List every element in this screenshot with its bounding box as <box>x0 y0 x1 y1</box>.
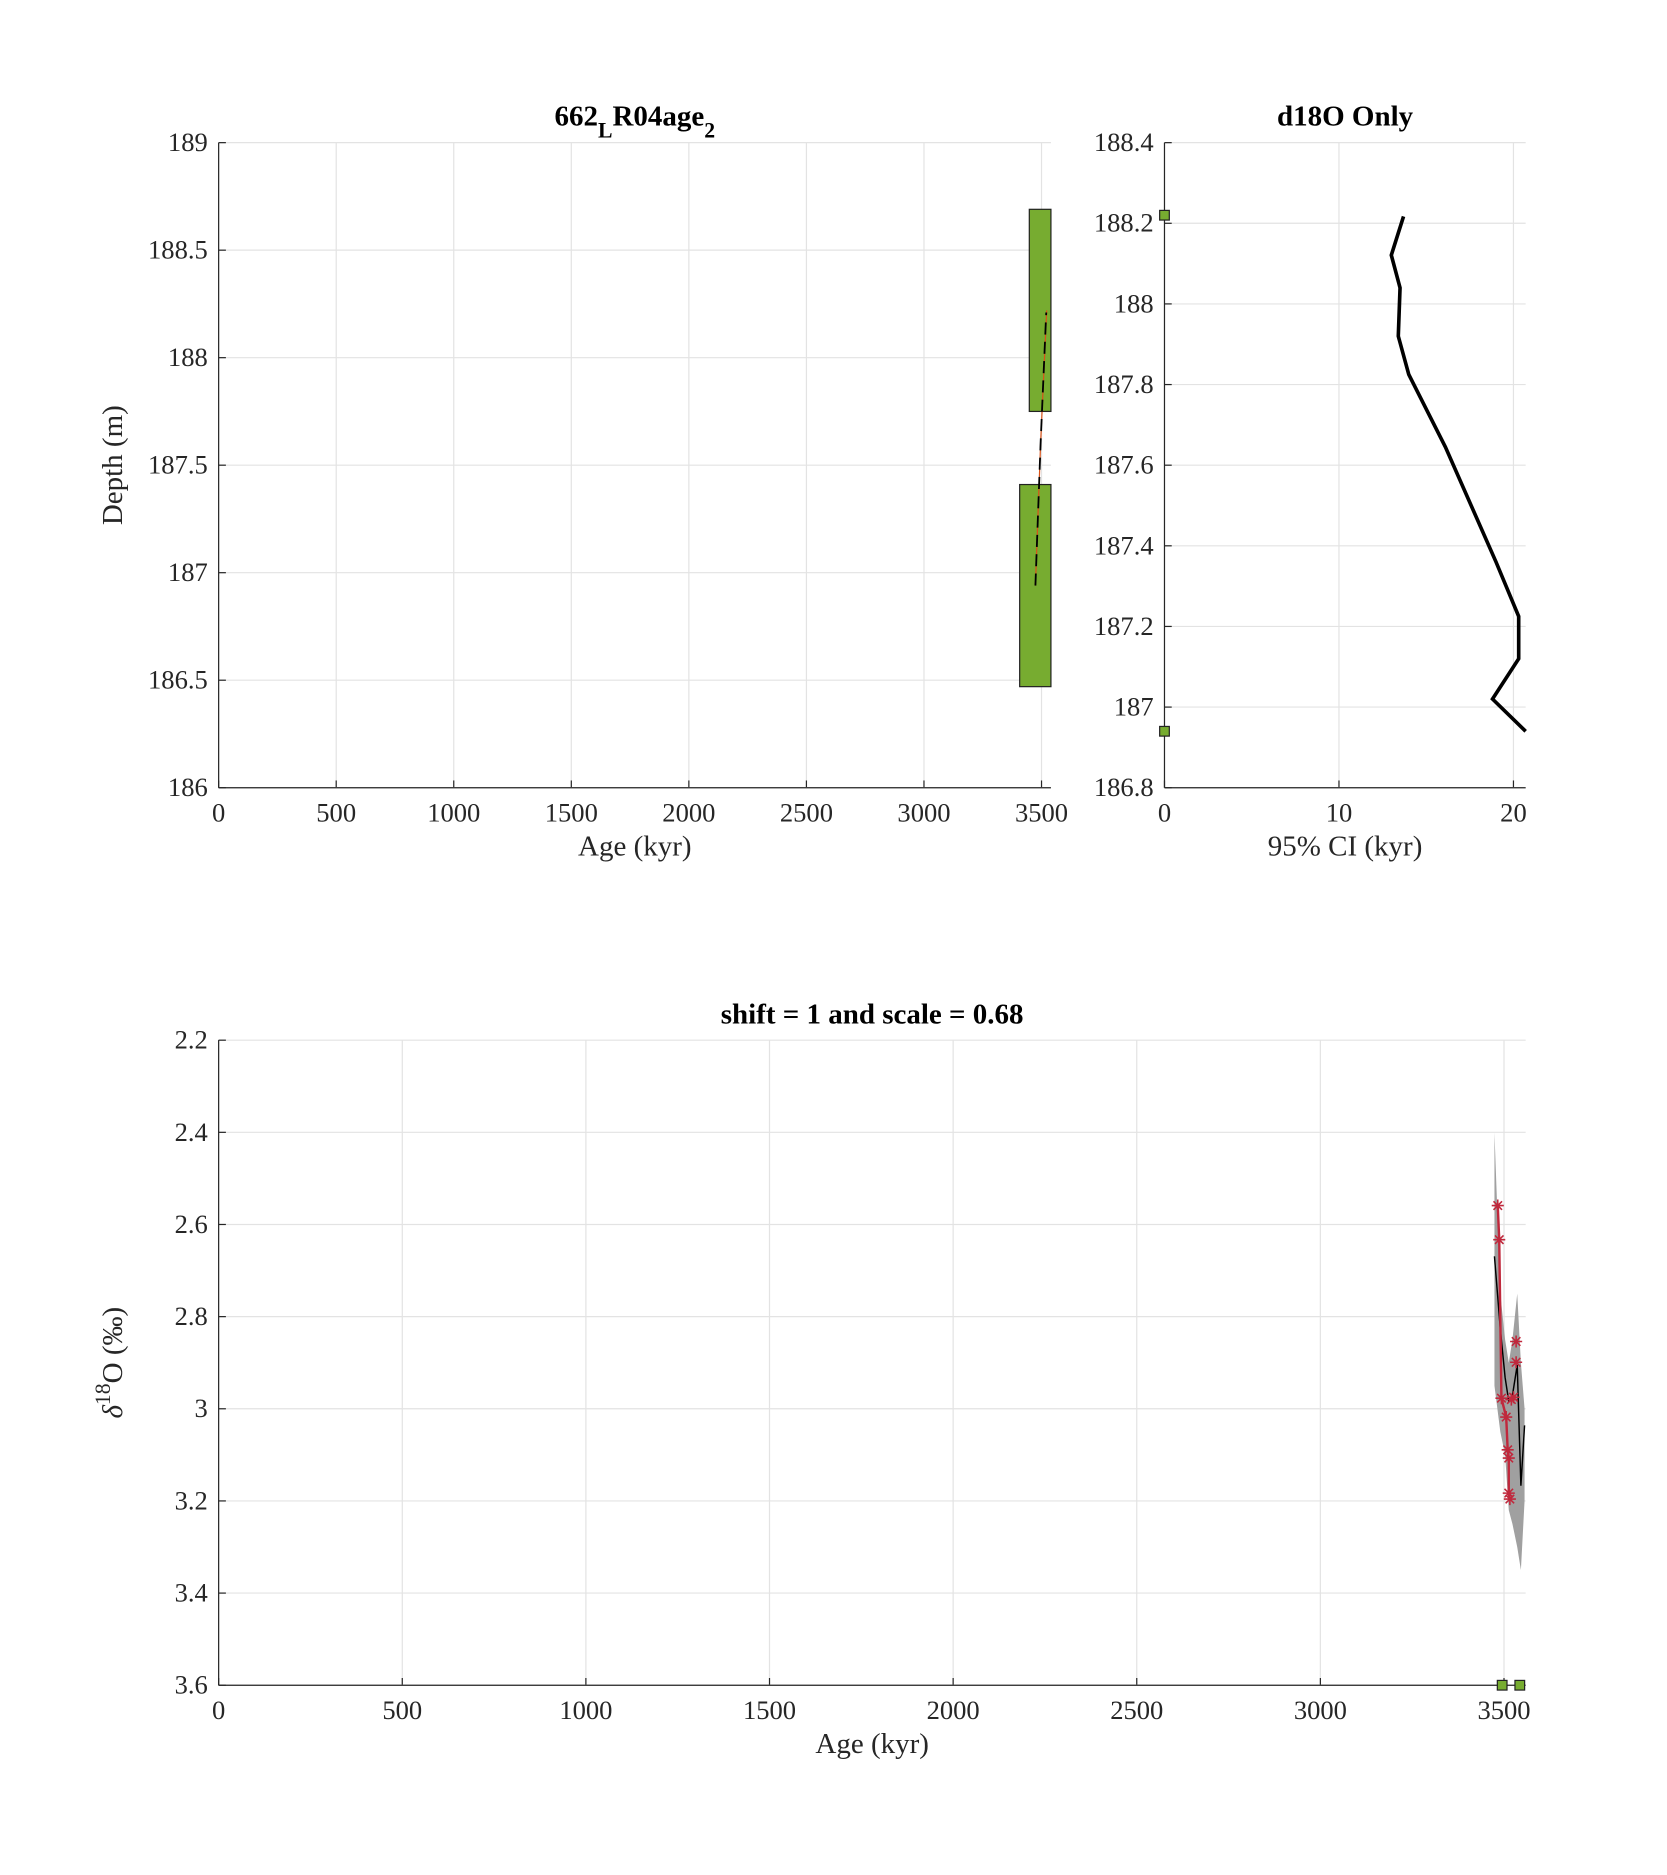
y-tick-label: 187.5 <box>148 450 208 480</box>
x-axis-label: Age (kyr) <box>815 1728 928 1760</box>
text-part: 662 <box>554 101 597 133</box>
y-tick-label: 186.8 <box>1094 772 1154 802</box>
data-line <box>1034 312 1048 586</box>
text-part: δ <box>97 1405 129 1419</box>
y-tick-label: 3.2 <box>175 1485 208 1515</box>
marker <box>1491 1199 1504 1212</box>
chart-title: 662LR04age2 <box>554 101 715 143</box>
text-part: Depth (m) <box>97 405 129 525</box>
y-tick-label: 186 <box>168 772 208 802</box>
y-tick-label: 187 <box>168 557 208 587</box>
marker <box>1159 209 1170 221</box>
text-part: 2 <box>704 119 715 143</box>
chart-title: d18O Only <box>1277 101 1414 133</box>
marker <box>1514 1679 1526 1691</box>
y-axis-label: Depth (m) <box>97 405 129 525</box>
x-tick-label: 1000 <box>427 798 480 828</box>
y-tick-label: 2.2 <box>175 1025 208 1055</box>
y-tick-label: 187.6 <box>1094 450 1154 480</box>
y-tick-label: 188.2 <box>1094 208 1154 238</box>
y-tick-label: 3.4 <box>175 1578 208 1608</box>
y-tick-label: 188.5 <box>148 235 208 265</box>
text-part: 18 <box>91 1383 115 1405</box>
x-tick-label: 1000 <box>559 1695 612 1725</box>
marker <box>1503 1493 1516 1506</box>
y-tick-label: 3.6 <box>175 1670 208 1700</box>
marker <box>1507 1391 1520 1404</box>
marker <box>1502 1487 1515 1500</box>
y-tick-label: 2.6 <box>175 1209 208 1239</box>
x-tick-label: 2000 <box>927 1695 980 1725</box>
x-tick-label: 500 <box>316 798 356 828</box>
marker <box>1159 725 1170 737</box>
y-tick-label: 187.8 <box>1094 369 1154 399</box>
age-range <box>1028 208 1052 413</box>
confidence-band <box>1494 1132 1525 1571</box>
x-tick-label: 10 <box>1326 798 1353 828</box>
marker <box>1510 1356 1523 1369</box>
x-tick-label: 2500 <box>780 798 833 828</box>
y-tick-label: 188 <box>168 342 208 372</box>
x-tick-label: 0 <box>212 798 225 828</box>
text-part: d18O Only <box>1277 101 1414 133</box>
x-axis-label: Age (kyr) <box>578 830 691 862</box>
age-range <box>1019 483 1052 688</box>
x-axis-label: 95% CI (kyr) <box>1268 830 1423 862</box>
y-tick-label: 187.4 <box>1094 530 1154 560</box>
y-tick-label: 188 <box>1114 288 1154 318</box>
x-tick-label: 1500 <box>743 1695 796 1725</box>
marker <box>1495 1392 1508 1405</box>
y-tick-label: 3 <box>194 1393 207 1423</box>
marker <box>1501 1443 1514 1456</box>
x-tick-label: 3000 <box>897 798 950 828</box>
text-part: L <box>598 119 613 143</box>
x-tick-label: 20 <box>1500 798 1527 828</box>
marker <box>1493 1233 1506 1246</box>
text-part: O (‰) <box>97 1307 129 1383</box>
axes: 0 500 1000 1500 2000 2500 3000 3500 2.2 2.4 2.6 2.8… <box>175 1025 1531 1725</box>
marker <box>1500 1411 1513 1424</box>
axes: 0 10 20 186.8 187 187.2 187.4 187.6 187.8 188 188.… <box>1094 127 1527 827</box>
x-tick-label: 2500 <box>1110 1695 1163 1725</box>
x-tick-label: 500 <box>382 1695 422 1725</box>
y-tick-label: 186.5 <box>148 665 208 695</box>
x-tick-label: 1500 <box>545 798 598 828</box>
text-part: Age (kyr) <box>578 830 691 862</box>
text-part: 95% CI (kyr) <box>1268 830 1423 862</box>
x-tick-label: 2000 <box>662 798 715 828</box>
y-tick-label: 2.8 <box>175 1301 208 1331</box>
x-tick-label: 0 <box>1158 798 1171 828</box>
marker <box>1496 1679 1508 1691</box>
axes: 0 500 1000 1500 2000 2500 3000 3500 186 186.5 187 1… <box>148 127 1068 827</box>
y-tick-label: 189 <box>168 127 208 157</box>
data-line <box>1389 215 1527 733</box>
x-tick-label: 3500 <box>1015 798 1068 828</box>
y-tick-label: 2.4 <box>175 1117 208 1147</box>
marker <box>1510 1335 1523 1348</box>
x-tick-label: 3500 <box>1477 1695 1530 1725</box>
chart-title: shift = 1 and scale = 0.68 <box>721 998 1024 1030</box>
y-tick-label: 188.4 <box>1094 127 1154 157</box>
x-tick-label: 3000 <box>1294 1695 1347 1725</box>
x-tick-label: 0 <box>212 1695 225 1725</box>
y-tick-label: 187 <box>1114 692 1154 722</box>
text-part: R04age <box>612 101 704 133</box>
marker <box>1502 1452 1515 1465</box>
text-part: Age (kyr) <box>815 1728 928 1760</box>
y-axis-label: δ18O (‰) <box>91 1307 129 1419</box>
y-tick-label: 187.2 <box>1094 611 1154 641</box>
text-part: shift = 1 and scale = 0.68 <box>721 998 1024 1030</box>
